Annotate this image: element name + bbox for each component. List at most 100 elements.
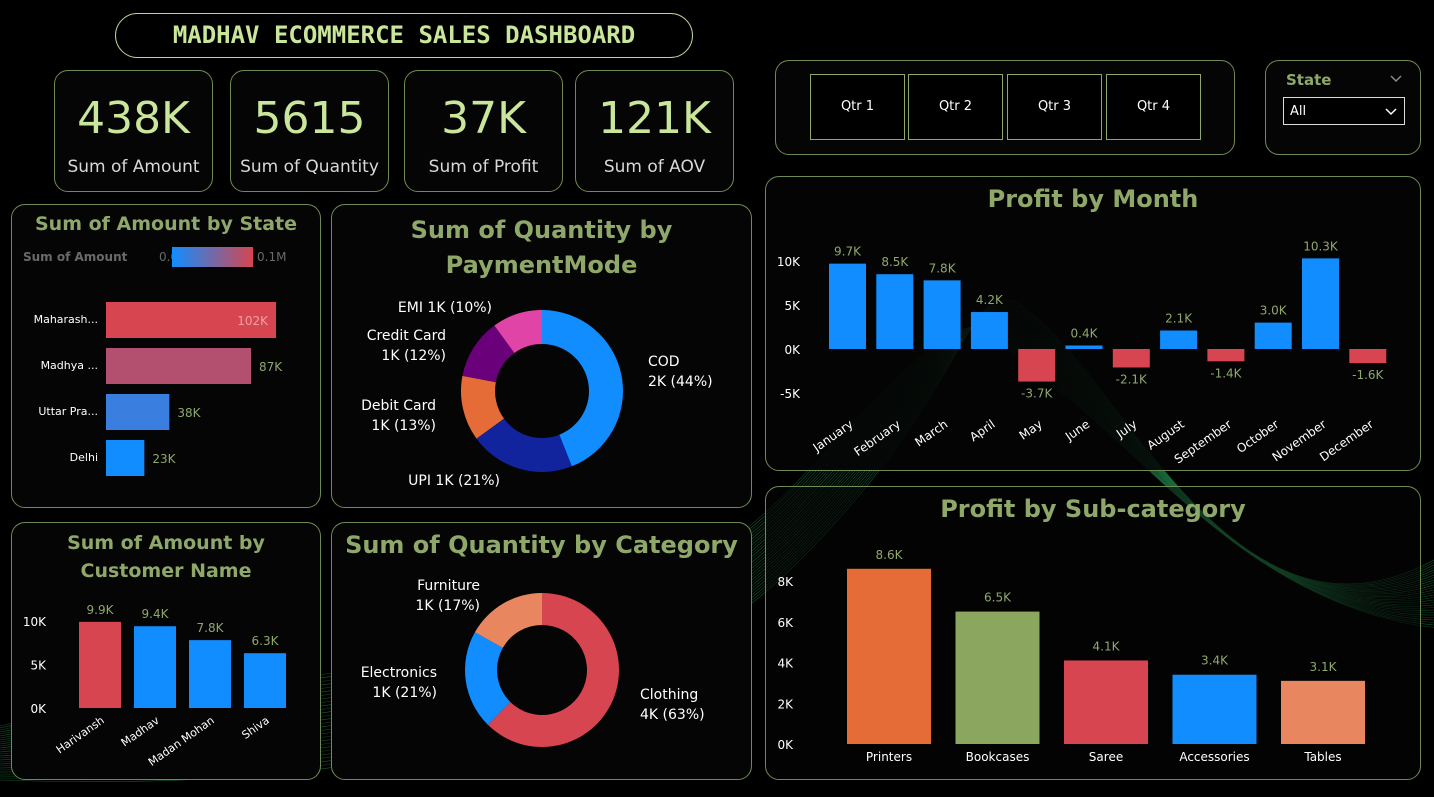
bar: [1112, 349, 1150, 368]
category-label: Saree: [1089, 750, 1123, 764]
quantity-by-category-panel: Sum of Quantity by Category Clothing 4K (…: [331, 522, 752, 780]
data-label: 4.2K: [976, 293, 1004, 307]
bar: [829, 263, 866, 349]
category-label: Accessories: [1179, 750, 1249, 764]
profit-by-subcategory-chart: 8K 6K 4K 2K 0K 8.6K Printers 6.5K Bookcases 4.1K S…: [777, 548, 1365, 764]
category-label: Madhav: [119, 714, 162, 750]
category-label: Uttar Pra...: [38, 405, 98, 418]
amount-by-state-panel: Sum of Amount by State Sum of Amount0.02…: [11, 204, 321, 508]
category-label: July: [1113, 417, 1140, 441]
bar: [244, 653, 286, 708]
category-label: Shiva: [239, 714, 271, 742]
bar: [106, 440, 145, 476]
bar: [876, 274, 914, 349]
y-tick-label: 0K: [784, 343, 801, 357]
y-tick-label: 0K: [777, 738, 794, 752]
bar: [79, 621, 121, 708]
state-dropdown[interactable]: All: [1283, 97, 1405, 125]
slice-label: 4K (63%): [640, 707, 705, 723]
bar: [1349, 349, 1387, 364]
chart-title-text: Sum of Quantity by PaymentMode: [410, 216, 673, 279]
kpi-value: 121K: [598, 93, 711, 144]
slice-label: 1K (12%): [381, 348, 446, 364]
y-tick-label: 2K: [777, 697, 794, 711]
amount-by-state-chart: Sum of Amount0.02M0.1MMaharash...102KMad…: [23, 247, 286, 476]
data-label: 10.3K: [1303, 239, 1339, 253]
slice-label: Credit Card: [367, 328, 446, 344]
kpi-label: Sum of AOV: [603, 157, 706, 177]
data-label: 102K: [237, 314, 269, 328]
slice-label: Clothing: [640, 687, 698, 703]
data-label: 9.4K: [142, 607, 170, 621]
y-tick-label: 10K: [777, 255, 801, 269]
profit-by-month-chart: 10K 5K 0K -5K 9.7K January 8.5K February 7.8K Mar…: [777, 239, 1387, 467]
category-label: June: [1062, 417, 1092, 444]
data-label: 8.5K: [881, 255, 909, 269]
data-label: 7.8K: [929, 261, 957, 275]
data-label: 8.6K: [876, 548, 904, 562]
bar: [1207, 349, 1245, 362]
state-slicer: State All: [1265, 60, 1421, 155]
data-label: 3.0K: [1260, 304, 1288, 318]
bar: [1281, 680, 1365, 744]
data-label: 6.3K: [252, 634, 280, 648]
legend-title: Sum of Amount: [23, 250, 128, 264]
data-label: 38K: [177, 406, 201, 420]
data-label: -1.6K: [1352, 368, 1384, 382]
y-tick-label: 4K: [777, 657, 794, 671]
category-label: Delhi: [70, 451, 98, 464]
state-slicer-label: State: [1286, 71, 1332, 89]
quarter-button-q3[interactable]: Qtr 3: [1007, 74, 1102, 140]
data-label: 0.4K: [1071, 326, 1099, 340]
kpi-label: Sum of Amount: [67, 157, 200, 177]
category-label: February: [851, 417, 903, 459]
slice-label: Furniture: [417, 578, 480, 594]
dashboard-title: MADHAV ECOMMERCE SALES DASHBOARD: [115, 13, 693, 58]
quarter-button-q4[interactable]: Qtr 4: [1106, 74, 1201, 140]
state-dropdown-value: All: [1290, 104, 1307, 119]
bar: [923, 280, 961, 349]
category-label: Bookcases: [966, 750, 1030, 764]
category-label: January: [810, 417, 856, 455]
category-label: Madhya ...: [41, 359, 98, 372]
category-label: Tables: [1303, 750, 1341, 764]
bar: [1172, 674, 1257, 744]
legend-max-label: 0.1M: [257, 250, 286, 264]
data-label: 3.1K: [1310, 660, 1338, 674]
y-tick-label: 10K: [23, 615, 47, 629]
bar: [1064, 660, 1148, 744]
bar: [847, 568, 931, 744]
kpi-value: 37K: [441, 93, 526, 144]
category-label: Harivansh: [54, 714, 107, 757]
data-label: -1.4K: [1210, 366, 1242, 380]
chevron-down-icon[interactable]: [1389, 74, 1403, 84]
kpi-card-profit[interactable]: 37K Sum of Profit: [404, 70, 563, 192]
slice-label: 1K (17%): [415, 598, 480, 614]
kpi-card-quantity[interactable]: 5615 Sum of Quantity: [230, 70, 389, 192]
data-label: 87K: [259, 360, 283, 374]
kpi-card-aov[interactable]: 121K Sum of AOV: [575, 70, 734, 192]
kpi-card-amount[interactable]: 438K Sum of Amount: [54, 70, 213, 192]
slice-label: Debit Card: [361, 398, 436, 414]
data-label: -2.1K: [1116, 372, 1148, 386]
quarter-button-q1[interactable]: Qtr 1: [810, 74, 905, 140]
data-label: 7.8K: [197, 621, 225, 635]
bar: [1065, 345, 1103, 349]
kpi-value: 5615: [253, 93, 366, 144]
y-tick-label: 5K: [784, 299, 801, 313]
quantity-by-paymentmode-chart: COD 2K (44%) UPI 1K (21%) Debit Card 1K (13%…: [361, 300, 712, 489]
category-label: March: [912, 417, 950, 449]
bar: [955, 611, 1040, 744]
data-label: 2.1K: [1165, 312, 1193, 326]
quantity-by-paymentmode-panel: Sum of Quantity by PaymentMode COD 2K (44…: [331, 204, 752, 508]
quarter-button-q2[interactable]: Qtr 2: [908, 74, 1003, 140]
chart-title: Sum of Amount by State: [34, 213, 298, 235]
kpi-value: 438K: [77, 93, 190, 144]
bar: [1254, 322, 1292, 349]
y-tick-label: 5K: [30, 659, 47, 673]
chevron-down-icon: [1385, 108, 1397, 116]
data-label: 9.7K: [834, 245, 862, 259]
data-label: 9.9K: [87, 603, 115, 617]
category-label: Printers: [866, 750, 912, 764]
kpi-label: Sum of Profit: [428, 157, 539, 177]
